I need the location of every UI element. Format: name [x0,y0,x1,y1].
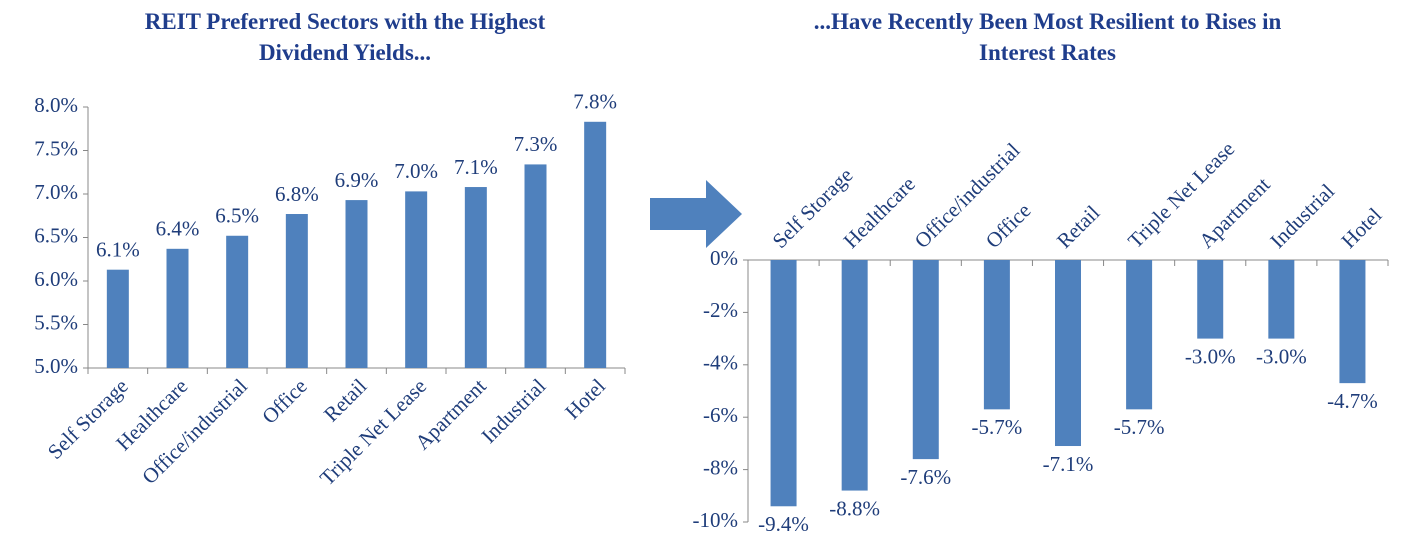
value-label: -7.1% [1043,452,1094,476]
y-tick-label: 7.0% [34,180,78,204]
y-tick-label: -4% [703,351,738,375]
bar [464,187,487,368]
value-label: 6.4% [156,217,200,241]
bar [1268,260,1295,339]
bar [1126,260,1153,410]
x-tick-label: Hotel [560,374,610,424]
arrow [650,180,742,248]
value-label: -8.8% [829,496,880,520]
value-label: 7.8% [573,90,617,114]
value-label: -4.7% [1327,389,1378,413]
value-label: -3.0% [1256,344,1307,368]
y-tick-label: 6.5% [34,223,78,247]
y-tick-label: 7.5% [34,136,78,160]
x-tick-label: Retail [1052,200,1105,253]
bar [912,260,939,460]
bar [1197,260,1224,339]
value-label: -5.7% [972,415,1023,439]
x-tick-label: Industrial [477,374,551,448]
bar [166,248,189,368]
bar [345,200,368,368]
value-label: -9.4% [758,512,809,535]
bar [285,214,308,368]
value-label: 7.3% [514,132,558,156]
bar [226,235,249,368]
y-tick-label: 6.0% [34,267,78,291]
value-label: 6.5% [215,204,259,228]
x-tick-label: Industrial [1265,179,1339,253]
x-tick-label: Office/industrial [137,374,252,489]
bar [1055,260,1081,447]
bar [405,191,428,368]
x-tick-label: Self Storage [43,374,133,464]
y-tick-label: -2% [703,298,738,322]
value-label: -3.0% [1185,344,1236,368]
bar [106,269,129,368]
y-tick-label: 5.0% [34,354,78,378]
value-label: 7.0% [394,159,438,183]
value-label: 6.8% [275,182,319,206]
x-tick-label: Office [257,374,312,429]
y-tick-label: -6% [703,403,738,427]
y-tick-label: 0% [710,246,738,270]
y-tick-label: 5.5% [34,310,78,334]
bar [524,164,547,368]
chart-title: ...Have Recently Been Most Resilient to … [813,9,1282,65]
value-label: -5.7% [1114,415,1165,439]
bar [983,260,1010,410]
y-tick-label: -10% [693,508,739,532]
value-label: 6.9% [335,168,379,192]
bar [1339,260,1366,384]
y-tick-label: -8% [703,455,738,479]
y-tick-label: 8.0% [34,93,78,117]
chart-title: REIT Preferred Sectors with the Highest … [144,9,546,65]
value-label: 7.1% [454,155,498,179]
bar [584,121,607,368]
x-tick-label: Triple Net Lease [315,374,431,490]
value-label: 6.1% [96,238,140,262]
x-tick-label: Hotel [1336,203,1386,253]
x-tick-label: Retail [319,374,372,427]
x-tick-label: Office [981,198,1036,253]
bar [770,260,797,507]
bar [841,260,868,491]
value-label: -7.6% [900,465,951,489]
